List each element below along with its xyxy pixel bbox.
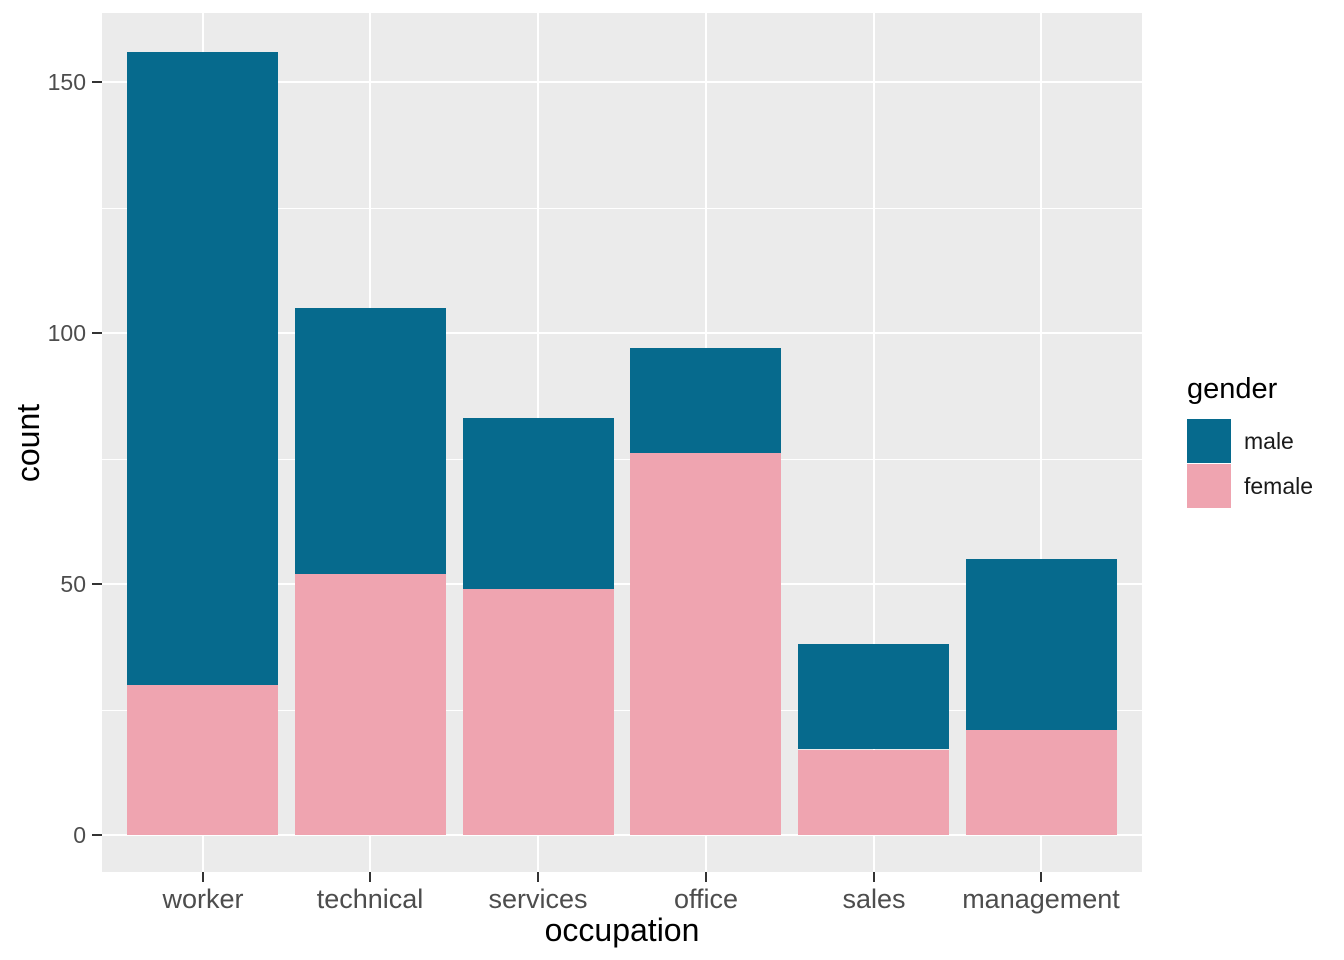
- bar-segment-office-male: [630, 348, 781, 453]
- x-tick-label-services: services: [488, 884, 588, 914]
- x-tick-mark: [369, 872, 371, 882]
- bar-segment-services-female: [463, 589, 614, 835]
- legend-entry-male: male: [1187, 419, 1313, 463]
- bar-segment-worker-female: [127, 684, 278, 835]
- x-tick-label-sales: sales: [842, 884, 906, 914]
- bar-segment-sales-female: [798, 750, 949, 835]
- bar-segment-management-female: [966, 730, 1117, 835]
- legend-key-female: [1187, 464, 1231, 508]
- y-tick-label: 150: [47, 69, 86, 95]
- minor-gridline: [102, 208, 1142, 209]
- x-tick-label-worker: worker: [162, 884, 244, 914]
- x-tick-mark: [1040, 872, 1042, 882]
- y-tick-mark: [92, 81, 102, 83]
- bar-segment-office-female: [630, 453, 781, 835]
- vertical-gridline: [1040, 13, 1042, 872]
- plot-panel: [102, 13, 1142, 872]
- bar-segment-services-male: [463, 418, 614, 589]
- legend-entry-female: female: [1187, 464, 1313, 508]
- y-tick-mark: [92, 583, 102, 585]
- y-tick-mark: [92, 332, 102, 334]
- x-tick-label-office: office: [673, 884, 739, 914]
- vertical-gridline: [873, 13, 875, 872]
- y-tick-mark: [92, 834, 102, 836]
- x-tick-mark: [705, 872, 707, 882]
- major-gridline: [102, 834, 1142, 836]
- legend-label-male: male: [1244, 427, 1294, 454]
- y-tick-label: 50: [60, 571, 86, 597]
- bar-segment-technical-male: [295, 308, 446, 574]
- major-gridline: [102, 332, 1142, 334]
- major-gridline: [102, 81, 1142, 83]
- bar-segment-sales-male: [798, 644, 949, 749]
- y-axis-title: count: [10, 403, 46, 482]
- major-gridline: [102, 583, 1142, 585]
- bar-segment-technical-female: [295, 574, 446, 835]
- x-axis-title: occupation: [544, 912, 700, 948]
- minor-gridline: [102, 459, 1142, 460]
- x-tick-mark: [873, 872, 875, 882]
- x-tick-mark: [537, 872, 539, 882]
- bar-segment-worker-male: [127, 52, 278, 685]
- legend: gender male female: [1187, 372, 1313, 509]
- x-tick-mark: [202, 872, 204, 882]
- y-tick-label: 0: [73, 822, 86, 848]
- legend-entries: male female: [1187, 419, 1313, 509]
- legend-label-female: female: [1244, 472, 1314, 499]
- legend-title: gender: [1187, 373, 1278, 405]
- y-tick-label: 100: [47, 320, 86, 346]
- legend-key-male: [1187, 419, 1231, 463]
- x-tick-label-management: management: [962, 884, 1120, 914]
- x-tick-label-technical: technical: [316, 884, 424, 914]
- bar-segment-management-male: [966, 559, 1117, 730]
- minor-gridline: [102, 710, 1142, 711]
